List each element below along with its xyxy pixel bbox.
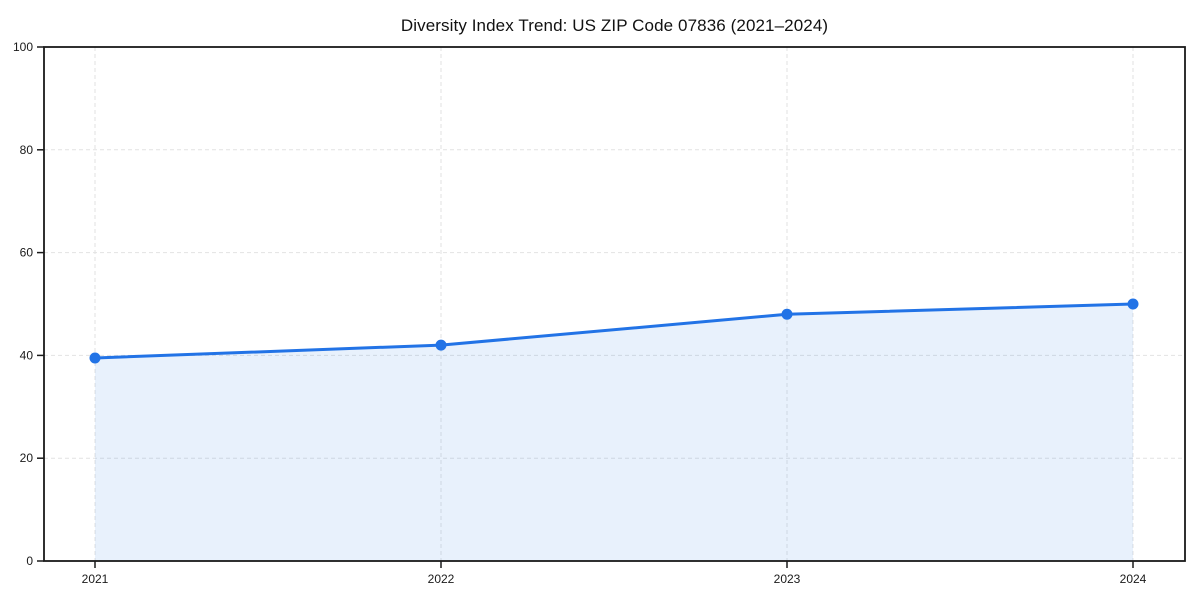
- data-point-2022: [435, 339, 447, 351]
- trend-line-layer: [93, 302, 1135, 360]
- tick-labels: 0 20 40 60 80 100 2021 2022 2023 2024: [13, 40, 1147, 586]
- gridlines: [44, 47, 1185, 561]
- axes-frame: [43, 46, 1186, 562]
- x-tick-label-2021: 2021: [82, 572, 109, 586]
- x-tick-label-2024: 2024: [1120, 572, 1147, 586]
- y-tick-label-0: 0: [26, 554, 33, 568]
- data-points: [89, 298, 1139, 364]
- x-tick-label-2022: 2022: [428, 572, 455, 586]
- data-point-2023: [781, 308, 793, 320]
- area-fill-layer: [95, 304, 1133, 561]
- data-point-2021: [89, 352, 101, 364]
- y-tick-label-80: 80: [20, 143, 34, 157]
- y-tick-label-40: 40: [20, 348, 34, 362]
- tick-marks: [37, 46, 1134, 568]
- plot-frame: [43, 46, 1186, 562]
- y-tick-label-60: 60: [20, 246, 34, 260]
- trend-line: [93, 302, 1135, 360]
- x-tick-label-2023: 2023: [774, 572, 801, 586]
- data-point-2024: [1127, 298, 1139, 310]
- chart-title: Diversity Index Trend: US ZIP Code 07836…: [400, 16, 829, 35]
- area-fill: [95, 304, 1133, 561]
- y-tick-label-100: 100: [13, 40, 33, 54]
- y-tick-label-20: 20: [20, 451, 34, 465]
